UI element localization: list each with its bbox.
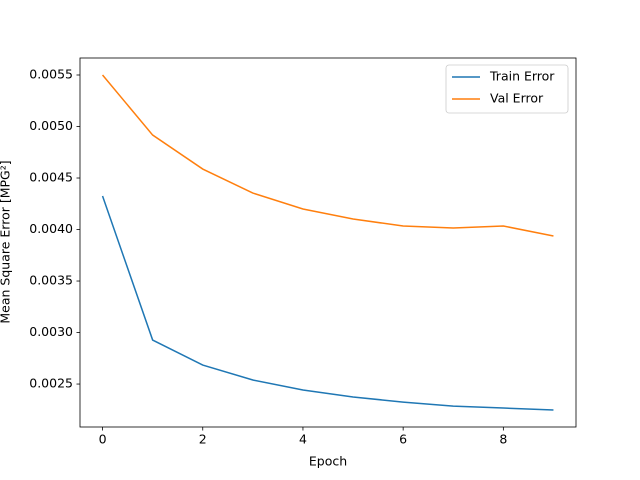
x-tick-label: 6: [399, 432, 407, 447]
x-tick-label: 0: [99, 432, 107, 447]
plot-frame: [79, 57, 577, 428]
x-tick-label: 4: [299, 432, 307, 447]
y-tick-label: 0.0045: [29, 170, 73, 185]
x-tick-label: 2: [199, 432, 207, 447]
y-tick-label: 0.0055: [29, 66, 73, 81]
series-line: [101, 74, 554, 237]
y-tick-label: 0.0040: [29, 221, 73, 236]
x-axis-label: Epoch: [309, 454, 347, 469]
y-tick-label: 0.0025: [29, 376, 73, 391]
y-axis-label: Mean Square Error [MPG²]: [0, 160, 13, 323]
x-tick-label: 8: [499, 432, 507, 447]
y-tick-label: 0.0050: [29, 118, 73, 133]
legend-label: Train Error: [489, 69, 555, 84]
y-tick-label: 0.0030: [29, 324, 73, 339]
legend-label: Val Error: [490, 91, 544, 106]
y-tick-label: 0.0035: [29, 273, 73, 288]
series-line: [101, 195, 554, 411]
